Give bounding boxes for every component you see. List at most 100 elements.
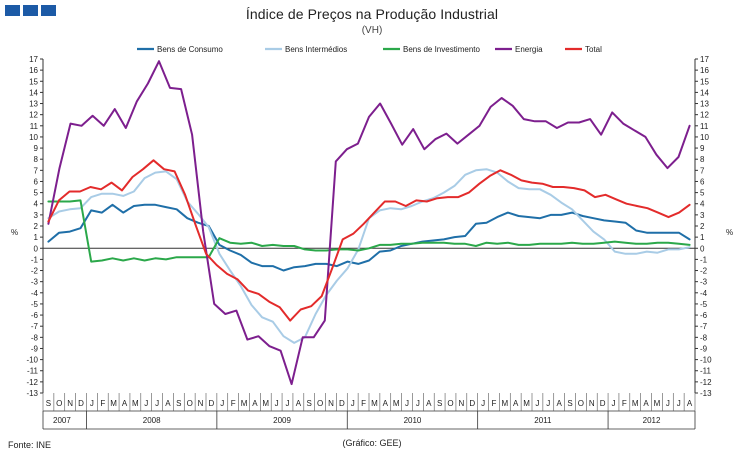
month-label: M [110,399,117,408]
logo-square [5,5,20,16]
month-label: J [535,399,539,408]
y-tick-label-right: 14 [700,88,709,97]
y-tick-label-right: 15 [700,77,709,86]
y-tick-label-left: 0 [34,244,39,253]
series-line-energia [47,60,691,386]
axes: -13 -13-12 -12-11 -11-10 -10-9 -9-8 -8-7 -7-6 -6… [11,55,733,398]
year-label: 2012 [643,416,661,425]
year-label: 2010 [404,416,422,425]
month-label: M [523,399,530,408]
y-tick-label-left: 12 [29,111,38,120]
y-tick-label-left: 13 [29,100,38,109]
y-tick-label-right: 2 [700,222,705,231]
month-label: J [286,399,290,408]
month-label: A [165,399,171,408]
month-label: O [187,399,193,408]
y-tick-label-left: -12 [26,378,38,387]
y-tick-label-right: -5 [700,300,708,309]
month-label: D [600,399,606,408]
month-label: D [469,399,475,408]
y-tick-label-left: 7 [34,166,39,175]
month-label: O [447,399,453,408]
month-label: F [100,399,105,408]
chart-subtitle: (VH) [361,25,383,36]
ine-logo [5,5,56,16]
y-tick-label-left: 17 [29,55,38,64]
y-tick-label-left: -5 [31,300,39,309]
year-label: 2007 [53,416,71,425]
logo-square [41,5,56,16]
month-label: M [241,399,248,408]
month-label: M [371,399,378,408]
y-tick-label-right: -2 [700,267,708,276]
y-tick-label-right: 4 [700,200,705,209]
legend: Bens de Consumo Bens Intermédios Bens de I… [137,45,602,54]
month-label: J [405,399,409,408]
month-label: O [317,399,323,408]
month-label: F [231,399,236,408]
y-tick-label-right: 5 [700,189,705,198]
y-tick-label-left: -3 [31,278,39,287]
y-tick-label-right: -8 [700,333,708,342]
y-tick-label-right: 17 [700,55,709,64]
y-tick-label-right: 7 [700,166,705,175]
month-label: N [67,399,73,408]
month-label: M [654,399,661,408]
y-tick-label-left: -11 [27,367,39,376]
y-tick-label-right: 9 [700,144,705,153]
y-tick-label-right: -11 [700,367,712,376]
month-label: J [90,399,94,408]
y-tick-label-left: 10 [29,133,38,142]
y-tick-label-right: -12 [700,378,712,387]
y-tick-label-right: -10 [700,356,712,365]
y-tick-label-left: 14 [29,88,38,97]
y-tick-label-right: -13 [700,389,712,398]
y-tick-label-left: 2 [34,222,39,231]
y-tick-label-right: -4 [700,289,708,298]
month-label: N [458,399,464,408]
y-tick-label-left: 5 [34,189,39,198]
legend-label: Bens de Consumo [157,45,223,54]
month-label: S [176,399,181,408]
month-label: J [677,399,681,408]
month-label: M [262,399,269,408]
month-label: A [513,399,519,408]
month-label: M [132,399,139,408]
y-tick-label-left: -1 [31,255,39,264]
month-label: A [556,399,562,408]
series-line-bens-de-consumo [47,203,691,272]
month-label: A [687,399,693,408]
y-tick-label-left: -4 [31,289,39,298]
y-axis-label-left: % [11,228,18,237]
month-label: A [383,399,389,408]
y-tick-label-right: -3 [700,278,708,287]
legend-label: Energia [515,45,543,54]
y-tick-label-right: 1 [700,233,705,242]
y-tick-label-right: 16 [700,66,709,75]
month-label: O [56,399,62,408]
y-tick-label-right: 11 [700,122,709,131]
legend-label: Total [585,45,602,54]
series-group [47,60,691,386]
y-tick-label-right: 8 [700,155,705,164]
y-tick-label-left: -7 [31,322,39,331]
y-axis-label-right: % [726,228,733,237]
month-label: N [328,399,334,408]
month-label: J [416,399,420,408]
y-tick-label-right: 6 [700,177,705,186]
y-tick-label-right: 10 [700,133,709,142]
month-label: D [78,399,84,408]
y-tick-label-left: 4 [34,200,39,209]
month-label: J [546,399,550,408]
y-tick-label-left: 8 [34,155,39,164]
year-label: 2011 [534,416,552,425]
month-label: D [209,399,215,408]
month-label: A [426,399,432,408]
y-tick-label-right: 0 [700,244,705,253]
y-tick-label-left: 1 [34,233,39,242]
y-tick-label-right: -9 [700,344,708,353]
month-label: J [144,399,148,408]
month-label: M [632,399,639,408]
y-tick-label-right: -6 [700,311,708,320]
month-label: O [578,399,584,408]
